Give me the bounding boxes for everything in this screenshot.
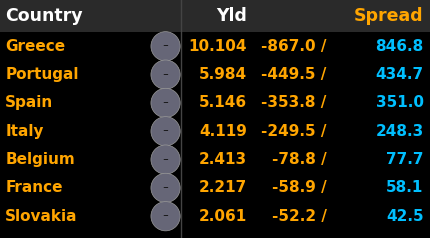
Text: 351.0: 351.0 bbox=[375, 95, 424, 110]
Text: 4.119: 4.119 bbox=[200, 124, 247, 139]
Text: ~: ~ bbox=[163, 72, 169, 78]
Text: 42.5: 42.5 bbox=[386, 209, 424, 224]
Text: Yld: Yld bbox=[216, 7, 247, 25]
Text: Spread: Spread bbox=[354, 7, 424, 25]
Text: -353.8 /: -353.8 / bbox=[261, 95, 327, 110]
Text: Portugal: Portugal bbox=[5, 67, 79, 82]
Text: ~: ~ bbox=[163, 213, 169, 219]
Ellipse shape bbox=[151, 32, 180, 61]
Text: ~: ~ bbox=[163, 157, 169, 163]
Text: 434.7: 434.7 bbox=[375, 67, 424, 82]
Text: Country: Country bbox=[5, 7, 83, 25]
Text: 5.984: 5.984 bbox=[199, 67, 247, 82]
Ellipse shape bbox=[151, 117, 180, 146]
Text: 10.104: 10.104 bbox=[189, 39, 247, 54]
Text: 2.061: 2.061 bbox=[199, 209, 247, 224]
Text: -867.0 /: -867.0 / bbox=[261, 39, 327, 54]
Text: Greece: Greece bbox=[5, 39, 65, 54]
Ellipse shape bbox=[151, 145, 180, 174]
Text: 2.413: 2.413 bbox=[199, 152, 247, 167]
Text: -249.5 /: -249.5 / bbox=[261, 124, 327, 139]
Text: 2.217: 2.217 bbox=[199, 180, 247, 195]
Ellipse shape bbox=[151, 202, 180, 231]
Text: -58.9 /: -58.9 / bbox=[272, 180, 327, 195]
Text: 846.8: 846.8 bbox=[375, 39, 424, 54]
Text: Belgium: Belgium bbox=[5, 152, 75, 167]
Text: 248.3: 248.3 bbox=[375, 124, 424, 139]
Text: Italy: Italy bbox=[5, 124, 44, 139]
Text: -52.2 /: -52.2 / bbox=[272, 209, 327, 224]
Text: 77.7: 77.7 bbox=[386, 152, 424, 167]
Text: ~: ~ bbox=[163, 43, 169, 49]
Text: Spain: Spain bbox=[5, 95, 53, 110]
Text: ~: ~ bbox=[163, 100, 169, 106]
Text: 58.1: 58.1 bbox=[386, 180, 424, 195]
Ellipse shape bbox=[151, 60, 180, 89]
Text: Slovakia: Slovakia bbox=[5, 209, 78, 224]
Text: ~: ~ bbox=[163, 185, 169, 191]
Text: -78.8 /: -78.8 / bbox=[272, 152, 327, 167]
Ellipse shape bbox=[151, 88, 180, 118]
Text: 5.146: 5.146 bbox=[199, 95, 247, 110]
Ellipse shape bbox=[151, 173, 180, 203]
Text: France: France bbox=[5, 180, 63, 195]
FancyBboxPatch shape bbox=[0, 0, 430, 32]
Text: ~: ~ bbox=[163, 128, 169, 134]
Text: -449.5 /: -449.5 / bbox=[261, 67, 327, 82]
